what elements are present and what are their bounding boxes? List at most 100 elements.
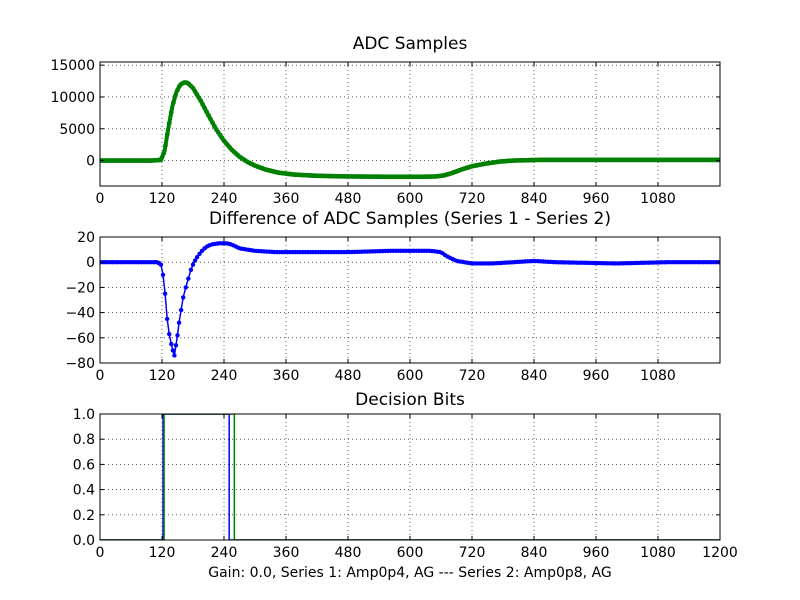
panel-title: Difference of ADC Samples (Series 1 - Se… xyxy=(209,209,611,229)
x-tick-label: 480 xyxy=(335,368,362,384)
series xyxy=(100,80,720,180)
y-tick-label: −60 xyxy=(65,331,95,347)
x-tick-label: 960 xyxy=(583,545,610,561)
panel-title: ADC Samples xyxy=(353,34,468,54)
data-point xyxy=(172,353,177,358)
y-tick-label: 0.4 xyxy=(73,483,95,499)
x-tick-label: 120 xyxy=(149,545,176,561)
data-point xyxy=(192,258,198,263)
data-point xyxy=(169,341,174,347)
panel-adc-difference: Difference of ADC Samples (Series 1 - Se… xyxy=(65,209,721,384)
data-point xyxy=(160,272,166,277)
x-tick-label: 1080 xyxy=(640,191,676,207)
data-point xyxy=(200,102,206,107)
y-axis: 15000 10000 5000 0 xyxy=(50,58,720,170)
data-point xyxy=(208,116,213,122)
y-tick-label: 0.6 xyxy=(73,457,95,473)
panel-decision-bits: Decision Bits 0 120 240 360 480 600 720 840 960 1… xyxy=(73,390,738,561)
y-tick-label: −40 xyxy=(65,306,95,322)
x-tick-label: 0 xyxy=(96,545,105,561)
x-tick-label: 120 xyxy=(149,191,176,207)
panel-adc-samples: ADC Samples 0 120 240 360 480 600 720 840 960 108… xyxy=(50,34,721,207)
y-tick-label: 1.0 xyxy=(73,407,95,423)
data-point xyxy=(188,267,194,272)
y-tick-label: 10000 xyxy=(50,90,95,106)
data-point xyxy=(716,157,720,163)
y-axis: 1.0 0.8 0.6 0.4 0.2 0.0 xyxy=(73,407,720,549)
x-axis: 0 120 240 360 480 600 720 840 960 1080 xyxy=(96,237,676,384)
data-point xyxy=(163,143,168,148)
x-tick-label: 360 xyxy=(273,545,300,561)
data-point xyxy=(167,331,172,337)
y-tick-label: −20 xyxy=(65,280,95,296)
x-tick-label: 360 xyxy=(273,368,300,384)
data-point xyxy=(204,109,209,115)
data-point xyxy=(194,254,200,260)
y-tick-label: 20 xyxy=(77,230,95,246)
data-point xyxy=(164,316,170,322)
x-tick-label: 480 xyxy=(335,545,362,561)
data-point xyxy=(173,343,179,348)
data-point xyxy=(161,150,167,156)
data-point xyxy=(158,262,164,267)
panel-title: Decision Bits xyxy=(355,390,465,410)
y-tick-label: 0.0 xyxy=(73,533,95,549)
x-tick-label: 1080 xyxy=(640,368,676,384)
data-point xyxy=(175,333,180,338)
x-tick-label: 720 xyxy=(459,545,486,561)
x-tick-label: 600 xyxy=(397,545,424,561)
y-tick-label: 0 xyxy=(86,154,95,170)
data-point xyxy=(170,100,176,106)
data-point xyxy=(166,120,172,126)
data-point xyxy=(209,120,215,125)
x-tick-label: 840 xyxy=(521,545,548,561)
x-tick-label: 720 xyxy=(459,368,486,384)
x-tick-label: 240 xyxy=(211,191,238,207)
x-tick-label: 960 xyxy=(583,368,610,384)
x-tick-label: 360 xyxy=(273,191,300,207)
x-tick-label: 840 xyxy=(521,368,548,384)
data-point xyxy=(170,348,176,353)
figure-caption: Gain: 0.0, Series 1: Amp0p4, AG --- Seri… xyxy=(208,565,612,581)
plot-area: 0 120 240 360 480 600 720 840 960 1080 12001.00.80… xyxy=(73,407,738,561)
y-tick-label: 15000 xyxy=(50,58,95,74)
x-tick-label: 240 xyxy=(211,368,238,384)
plot-area: 0 120 240 360 480 600 720 840 960 1080 15000 10000 5… xyxy=(50,58,721,207)
x-tick-label: 840 xyxy=(521,191,548,207)
x-tick-label: 960 xyxy=(583,191,610,207)
data-point xyxy=(186,276,191,281)
plot-area: 0 120 240 360 480 600 720 840 960 1080 20 0 −20 −40 −6… xyxy=(65,230,721,384)
y-tick-label: 0.2 xyxy=(73,508,95,524)
data-point xyxy=(180,295,186,300)
data-point xyxy=(173,93,178,98)
x-axis: 0 120 240 360 480 600 720 840 960 1080 1200 xyxy=(96,414,738,561)
y-tick-label: −80 xyxy=(65,356,95,372)
series xyxy=(100,241,720,358)
x-tick-label: 600 xyxy=(397,191,424,207)
data-point xyxy=(183,285,188,290)
data-point xyxy=(202,105,208,111)
y-tick-label: 0 xyxy=(86,255,95,271)
x-tick-label: 240 xyxy=(211,545,238,561)
data-point xyxy=(164,131,170,137)
data-point xyxy=(168,109,174,115)
data-point xyxy=(198,98,204,104)
x-tick-label: 600 xyxy=(397,368,424,384)
x-tick-label: 1080 xyxy=(640,545,676,561)
x-axis: 0 120 240 360 480 600 720 840 960 1080 xyxy=(96,62,676,207)
data-point xyxy=(162,291,168,296)
data-point xyxy=(176,320,182,325)
data-point xyxy=(197,251,202,256)
y-axis: 20 0 −20 −40 −60 −80 xyxy=(65,230,720,372)
x-tick-label: 720 xyxy=(459,191,486,207)
data-point xyxy=(159,155,165,161)
data-point xyxy=(178,307,184,313)
x-tick-label: 0 xyxy=(96,368,105,384)
y-tick-label: 5000 xyxy=(59,122,95,138)
data-point xyxy=(206,113,211,118)
data-point xyxy=(211,123,217,129)
x-tick-label: 0 xyxy=(96,191,105,207)
x-tick-label: 120 xyxy=(149,368,176,384)
data-point xyxy=(190,262,196,267)
